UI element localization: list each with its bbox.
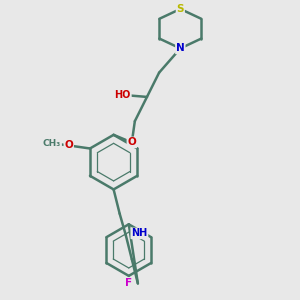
Text: N: N xyxy=(176,44,185,53)
Text: O: O xyxy=(64,140,73,151)
Text: O: O xyxy=(128,137,136,147)
Text: CH₃: CH₃ xyxy=(43,140,61,148)
Text: HO: HO xyxy=(115,90,131,100)
Text: S: S xyxy=(177,4,184,14)
Text: F: F xyxy=(125,278,132,288)
Text: NH: NH xyxy=(131,228,148,239)
